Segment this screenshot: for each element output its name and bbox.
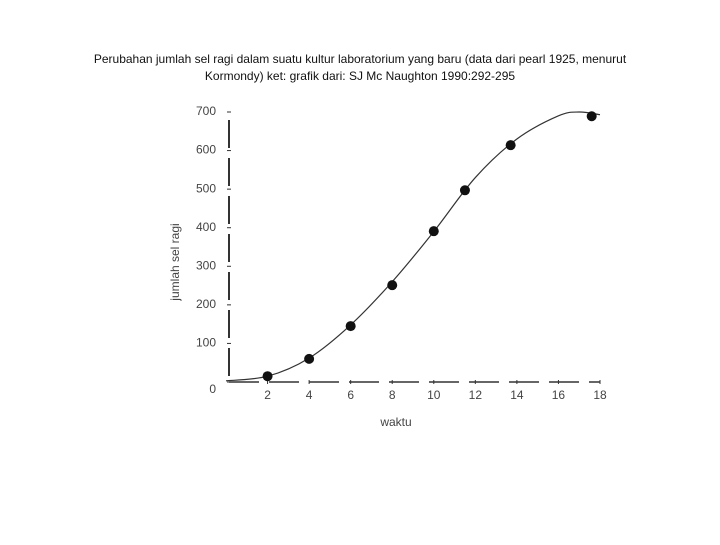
chart-title: Perubahan jumlah sel ragi dalam suatu ku… bbox=[94, 52, 627, 66]
x-tick-label: 10 bbox=[427, 388, 441, 402]
y-axis-label: jumlah sel ragi bbox=[168, 223, 182, 301]
x-tick-label: 18 bbox=[593, 388, 607, 402]
y-tick-label: 100 bbox=[196, 336, 216, 350]
data-point bbox=[586, 111, 597, 122]
x-tick-label: 8 bbox=[389, 388, 396, 402]
x-tick-label: 12 bbox=[469, 388, 483, 402]
y-tick-label: 0 bbox=[209, 382, 216, 396]
y-tick-label: 200 bbox=[196, 297, 216, 311]
x-tick-label: 16 bbox=[552, 388, 566, 402]
data-point bbox=[505, 140, 516, 151]
y-tick-label: 300 bbox=[196, 258, 216, 272]
y-tick-label: 500 bbox=[196, 181, 216, 195]
data-point bbox=[304, 353, 315, 364]
y-tick-label: 600 bbox=[196, 143, 216, 157]
x-tick-label: 14 bbox=[510, 388, 524, 402]
y-tick-label: 400 bbox=[196, 220, 216, 234]
y-tick-label: 700 bbox=[196, 104, 216, 118]
x-axis-label: waktu bbox=[379, 415, 411, 429]
data-point bbox=[459, 185, 470, 196]
fitted-curve bbox=[225, 111, 601, 382]
x-tick-label: 2 bbox=[264, 388, 271, 402]
chart-title: Kormondy) ket: grafik dari: SJ Mc Naught… bbox=[205, 69, 515, 83]
x-tick-label: 4 bbox=[306, 388, 313, 402]
data-point bbox=[262, 371, 273, 382]
data-point bbox=[387, 280, 398, 291]
x-tick-label: 6 bbox=[347, 388, 354, 402]
data-point bbox=[428, 226, 439, 237]
data-point bbox=[345, 321, 356, 332]
